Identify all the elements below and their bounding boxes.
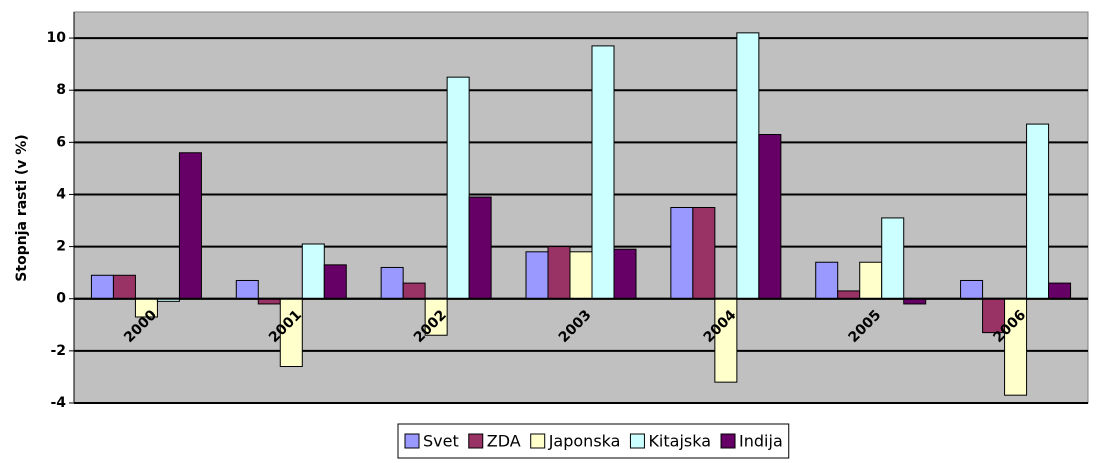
bar	[736, 32, 760, 300]
bar	[402, 282, 426, 300]
y-tick-label: 4	[56, 186, 66, 202]
legend-swatch	[468, 433, 484, 449]
bar	[468, 196, 492, 300]
bar	[178, 152, 202, 300]
y-tick-label: 10	[47, 30, 67, 46]
bar	[881, 217, 905, 300]
legend-swatch	[629, 433, 645, 449]
bar	[859, 261, 883, 300]
y-axis-label: Stopnja rasti (v %)	[14, 134, 30, 281]
bar	[837, 290, 861, 300]
plot-area	[73, 11, 1089, 404]
bar	[692, 207, 716, 300]
legend-label: Kitajska	[648, 432, 711, 451]
legend-swatch	[404, 433, 420, 449]
legend-swatch	[720, 433, 736, 449]
y-tick-label: 0	[56, 291, 66, 307]
bar	[591, 45, 615, 300]
legend-swatch	[530, 433, 546, 449]
y-tick-label: -4	[50, 395, 66, 411]
bar	[569, 251, 593, 300]
bar	[758, 134, 782, 300]
bar	[547, 246, 571, 300]
y-tick-label: 2	[56, 239, 66, 255]
bar	[380, 266, 404, 300]
bar	[815, 261, 839, 300]
bar	[960, 279, 984, 300]
bar	[613, 248, 637, 300]
legend-label: Indija	[739, 432, 783, 451]
legend-label: Svet	[423, 432, 459, 451]
bar	[670, 207, 694, 300]
bar	[90, 274, 114, 300]
legend: Svet ZDA Japonska Kitajska Indija	[397, 423, 790, 459]
y-tick-label: 6	[56, 134, 66, 150]
bar	[446, 76, 470, 300]
bar	[323, 264, 347, 300]
y-tick-label: -2	[50, 343, 66, 359]
bar	[112, 274, 136, 300]
legend-label: Japonska	[548, 432, 621, 451]
bar	[1048, 282, 1072, 300]
bar	[1026, 123, 1050, 300]
bar	[525, 251, 549, 300]
bar	[301, 243, 325, 300]
legend-label: ZDA	[487, 432, 521, 451]
bar	[235, 279, 259, 300]
y-tick-label: 8	[56, 82, 66, 98]
